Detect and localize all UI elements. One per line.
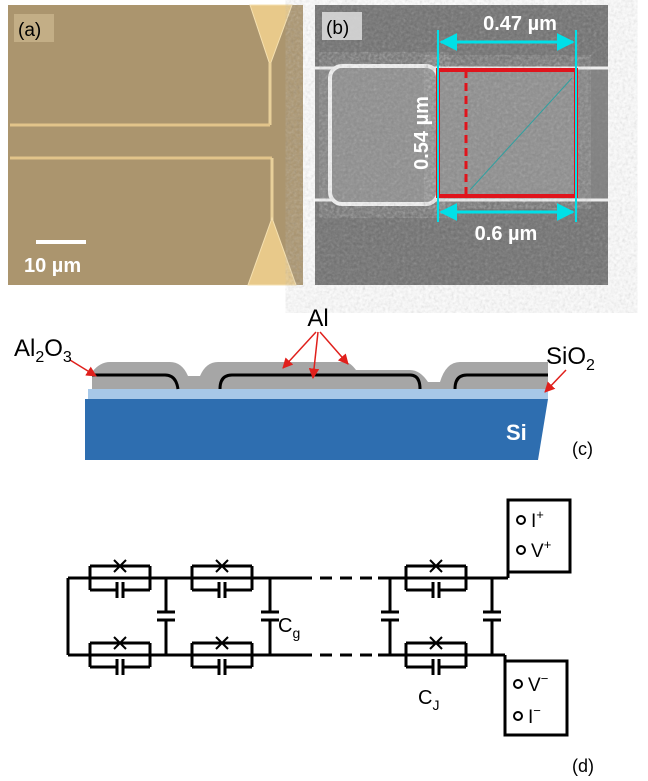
panel-d [68,500,570,735]
panel-label: (a) [18,20,41,41]
text: SiO [546,343,586,370]
dimension-label: 0.6 µm [475,223,538,245]
text: − [533,703,541,718]
text: + [536,507,544,522]
text: 2 [35,349,44,366]
text: C [278,615,292,637]
text: + [544,537,552,552]
panel-c: Al Al2O3 SiO2 Si (c) [14,305,595,460]
sio2-label: SiO2 [546,343,595,374]
dimension-label: 0.47 µm [483,13,557,35]
text: Al [14,335,35,362]
text: 3 [63,349,72,366]
text: J [432,697,439,713]
cj-label: CJ [418,687,439,713]
text: 2 [586,357,595,374]
text: − [541,671,549,686]
text: O [44,335,63,362]
text: g [292,625,300,641]
panel-label: (d) [572,756,594,776]
al-label: Al [307,305,328,332]
text: V [528,675,541,696]
sio2-layer [88,389,548,399]
figure: (a) 10 µm (b) 0.47 µm 0.54 µm 0.6 µm Al … [0,0,648,781]
panel-b: (b) 0.47 µm 0.54 µm 0.6 µm [315,5,608,285]
al2o3-label: Al2O3 [14,335,72,366]
panel-a: (a) 10 µm [8,5,303,285]
cg-label: Cg [278,615,300,641]
si-substrate [85,399,548,460]
si-label: Si [506,420,527,445]
dimension-label: 0.54 µm [411,96,433,170]
scale-label: 10 µm [24,255,81,277]
panel-label: (c) [572,439,593,459]
panel-label: (b) [326,18,349,39]
text: C [418,687,432,709]
text: V [531,541,544,562]
